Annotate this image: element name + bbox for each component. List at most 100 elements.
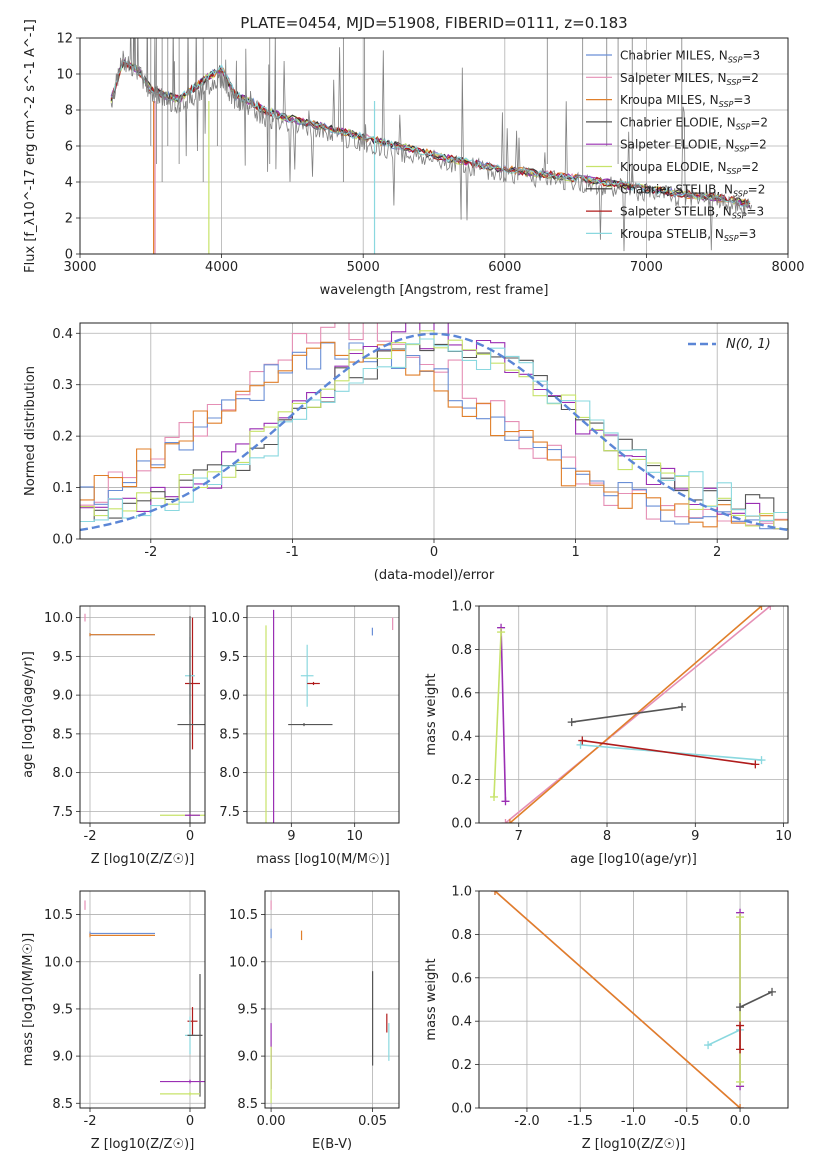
x-tick-label: 7000 [630, 260, 663, 275]
marker-kroupa_elodie [736, 913, 745, 922]
legend-nssp: =3 [733, 93, 751, 107]
marker-salpeter_stelib [751, 760, 760, 769]
plot-frame [79, 605, 206, 824]
x-tick-label: -1 [286, 545, 299, 560]
x-tick-label: 0 [430, 545, 438, 560]
y-tick-label: 0.1 [52, 481, 73, 496]
age-vs-metallicity-panel: -2 0 7.5 8.0 8.5 9.0 9.5 10.0 Z [log10(Z/Z☉)] age… [21, 605, 206, 867]
plot-frame [79, 322, 789, 540]
x-tick-label: -1.5 [568, 1114, 593, 1129]
line-kroupa_miles [494, 891, 741, 1108]
y-tick-label: 6 [65, 140, 73, 155]
x-tick-label: -0.5 [674, 1114, 699, 1129]
spectrum-panel: 3000 4000 5000 6000 7000 8000 0 2 4 6 8 10 12 wavelen… [23, 19, 805, 298]
marker-salpeter_stelib [736, 1021, 745, 1030]
y-tick-label: 0.6 [451, 686, 472, 701]
legend-subscript: SSP [734, 145, 749, 154]
legend-entry-salpeter_stelib: Salpeter STELIB, NSSP=3 [620, 205, 764, 221]
y-tick-label: 12 [56, 32, 73, 47]
marker-chabrier_elodie [736, 1003, 745, 1012]
line-chabrier_elodie [739, 991, 773, 1008]
plot-area [80, 891, 205, 1108]
residual-hists [80, 323, 788, 532]
legend-subscript: SSP [727, 167, 742, 176]
legend-entry-kroupa_stelib: Kroupa STELIB, NSSP=3 [620, 227, 756, 243]
legend-entry-kroupa_miles: Kroupa MILES, NSSP=3 [620, 93, 751, 109]
marker-chabrier_elodie [768, 987, 777, 996]
x-tick-label: -1.0 [621, 1114, 646, 1129]
legend-subscript: SSP [736, 122, 751, 131]
y-axis-label: age [log10(age/yr)] [21, 651, 36, 778]
legend-nssp: =2 [741, 160, 759, 174]
line-salpeter_stelib [582, 739, 756, 766]
y-tick-label: 8.5 [219, 727, 240, 742]
legend-normal-label: N(0, 1) [726, 337, 771, 352]
marker-kroupa_elodie [497, 628, 506, 637]
plot-area [247, 606, 399, 823]
y-tick-label: 2 [65, 212, 73, 227]
spectrum-legend: Chabrier MILES, NSSP=3 Salpeter MILES, NS… [586, 49, 768, 243]
mass-vs-ebv-panel: 0.00 0.05 8.5 9.0 9.5 10.0 10.5 E(B-V) [229, 890, 400, 1152]
errorbars [270, 900, 390, 1104]
observed-spectrum [110, 38, 753, 252]
figure-title: PLATE=0454, MJD=51908, FIBERID=0111, z=0… [240, 14, 627, 32]
y-tick-label: 10.5 [44, 908, 73, 923]
y-tick-label: 0.8 [451, 928, 472, 943]
line-salpeter_elodie [500, 627, 507, 802]
y-tick-label: 9.0 [52, 1050, 73, 1065]
marker-kroupa_miles [757, 606, 766, 610]
y-tick-label: 9.0 [219, 689, 240, 704]
x-tick-label: 1 [571, 545, 579, 560]
y-tick-label: 8.5 [237, 1097, 258, 1112]
marker-kroupa_elodie [736, 1077, 745, 1086]
plot-area [265, 891, 399, 1108]
legend-entry-chabrier_stelib: Chabrier STELIB, NSSP=2 [620, 182, 765, 198]
legend-entry-salpeter_elodie: Salpeter ELODIE, NSSP=2 [620, 138, 767, 154]
x-tick-label: 3000 [63, 260, 96, 275]
plot-frame [79, 37, 789, 255]
legend-nssp: =3 [746, 205, 764, 219]
y-tick-label: 7.5 [52, 805, 73, 820]
line-kroupa_elodie [493, 632, 502, 797]
y-tick-label: 1.0 [451, 600, 472, 615]
x-tick-label: 10 [346, 829, 363, 844]
y-tick-label: 0.2 [52, 430, 73, 445]
plot-frame [478, 890, 789, 1109]
marker-kroupa_elodie [490, 792, 499, 801]
y-tick-label: 10.0 [44, 955, 73, 970]
y-axis-label: mass [log10(M/M☉)] [21, 933, 36, 1066]
marker-chabrier_elodie [678, 702, 687, 711]
massweight-vs-metallicity-panel: -2.0 -1.5 -1.0 -0.5 0.0 0.0 0.2 0.4 0.6 0.8 1.0 Z [… [424, 885, 789, 1152]
x-axis-label: E(B-V) [312, 1137, 352, 1152]
marker-salpeter_stelib [578, 736, 587, 745]
marker-chabrier_elodie [567, 718, 576, 727]
y-tick-label: 0.8 [451, 643, 472, 658]
y-tick-label: 8.0 [219, 766, 240, 781]
errorbars [84, 613, 205, 823]
y-tick-label: 10.5 [229, 908, 258, 923]
legend-nssp: =2 [748, 182, 766, 196]
marker-salpeter_stelib [736, 1045, 745, 1054]
massweight-vs-age-panel: 7 8 9 10 0.0 0.2 0.4 0.6 0.8 1.0 age [log10(age/yr… [424, 600, 792, 868]
legend-nssp: =2 [749, 138, 767, 152]
x-axis-label: Z [log10(Z/Z☉)] [91, 1137, 195, 1152]
y-tick-label: 9.0 [237, 1050, 258, 1065]
x-tick-label: 0 [186, 829, 194, 844]
y-tick-label: 10.0 [44, 611, 73, 626]
x-tick-label: 2 [713, 545, 721, 560]
y-tick-label: 8.5 [52, 727, 73, 742]
spectrum-curves [110, 38, 753, 254]
y-tick-label: 9.5 [237, 1002, 258, 1017]
plot-frame [264, 890, 400, 1109]
y-tick-label: 0.3 [52, 378, 73, 393]
y-tick-label: 0.2 [451, 773, 472, 788]
plot-area [479, 606, 788, 823]
line-kroupa_stelib [707, 1029, 741, 1046]
y-axis-label: Flux [f_λ10^-17 erg cm^-2 s^-1 A^-1] [23, 19, 38, 273]
x-tick-label: 9 [287, 829, 295, 844]
y-tick-label: 0.0 [451, 817, 472, 832]
errorbars [84, 900, 205, 1097]
y-tick-label: 0.2 [451, 1058, 472, 1073]
legend-nssp: =2 [750, 115, 768, 129]
y-tick-label: 9.5 [52, 1002, 73, 1017]
